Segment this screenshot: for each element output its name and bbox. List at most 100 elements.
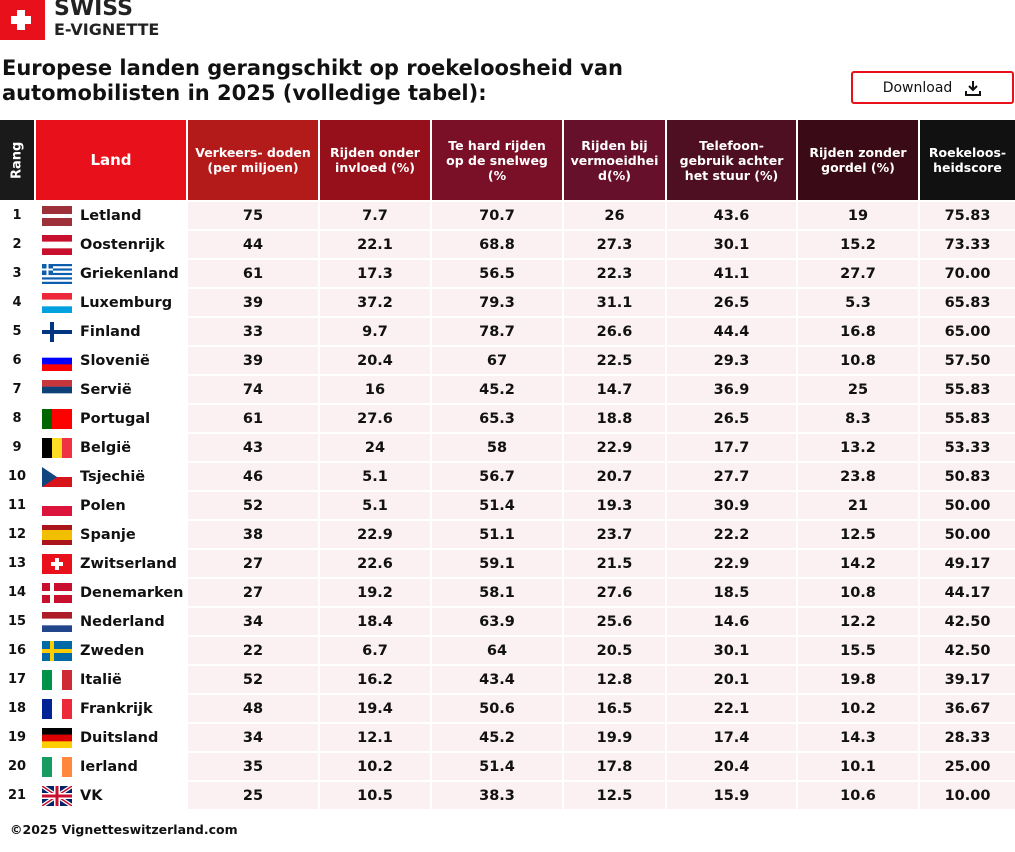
country-name: Spanje <box>80 526 136 543</box>
country-name: Denemarken <box>80 584 184 601</box>
value-cell: 63.9 <box>432 608 562 635</box>
value-cell: 70.00 <box>920 260 1015 287</box>
value-cell: 17.7 <box>667 434 796 461</box>
value-cell: 58 <box>432 434 562 461</box>
value-cell: 51.4 <box>432 492 562 519</box>
value-cell: 59.1 <box>432 550 562 577</box>
value-cell: 10.2 <box>798 695 918 722</box>
value-cell: 12.8 <box>564 666 665 693</box>
flag <box>42 640 72 661</box>
country-cell: Denemarken <box>36 579 186 606</box>
value-cell: 19.4 <box>320 695 430 722</box>
logo-text: E-VIGNETTE <box>54 20 160 39</box>
value-cell: 79.3 <box>432 289 562 316</box>
value-cell: 19.9 <box>564 724 665 751</box>
column-header: Rijden bij vermoeidheid(%) <box>564 120 665 200</box>
country-name: Duitsland <box>80 729 159 746</box>
value-cell: 10.1 <box>798 753 918 780</box>
value-cell: 22 <box>188 637 318 664</box>
value-cell: 14.2 <box>798 550 918 577</box>
footer: ©2025 Vignetteswitzerland.com <box>10 822 238 837</box>
value-cell: 10.6 <box>798 782 918 809</box>
download-icon <box>965 80 982 96</box>
country-name: Frankrijk <box>80 700 153 717</box>
country-name: Finland <box>80 323 141 340</box>
flag <box>42 205 72 226</box>
value-cell: 10.00 <box>920 782 1015 809</box>
value-cell: 22.5 <box>564 347 665 374</box>
value-cell: 27.7 <box>667 463 796 490</box>
value-cell: 10.2 <box>320 753 430 780</box>
value-cell: 22.1 <box>667 695 796 722</box>
value-cell: 75 <box>188 202 318 229</box>
value-cell: 6.7 <box>320 637 430 664</box>
value-cell: 57.50 <box>920 347 1015 374</box>
value-cell: 13.2 <box>798 434 918 461</box>
value-cell: 17.4 <box>667 724 796 751</box>
value-cell: 27 <box>188 550 318 577</box>
flag <box>42 582 72 603</box>
value-cell: 34 <box>188 724 318 751</box>
logo-text: SWISS <box>54 0 133 21</box>
column-header: Te hard rijden op de snelweg (% <box>432 120 562 200</box>
value-cell: 25.00 <box>920 753 1015 780</box>
value-cell: 39.17 <box>920 666 1015 693</box>
value-cell: 17.3 <box>320 260 430 287</box>
value-cell: 19.2 <box>320 579 430 606</box>
value-cell: 20.4 <box>320 347 430 374</box>
value-cell: 28.33 <box>920 724 1015 751</box>
value-cell: 22.9 <box>564 434 665 461</box>
country-cell: Portugal <box>36 405 186 432</box>
value-cell: 27.7 <box>798 260 918 287</box>
country-cell: Servië <box>36 376 186 403</box>
value-cell: 12.5 <box>564 782 665 809</box>
value-cell: 22.1 <box>320 231 430 258</box>
value-cell: 65.83 <box>920 289 1015 316</box>
value-cell: 12.5 <box>798 521 918 548</box>
value-cell: 43 <box>188 434 318 461</box>
country-cell: Zwitserland <box>36 550 186 577</box>
logo-cross <box>11 10 31 30</box>
value-cell: 27.6 <box>320 405 430 432</box>
value-cell: 14.6 <box>667 608 796 635</box>
value-cell: 23.7 <box>564 521 665 548</box>
value-cell: 23.8 <box>798 463 918 490</box>
value-cell: 22.2 <box>667 521 796 548</box>
value-cell: 48 <box>188 695 318 722</box>
value-cell: 41.1 <box>667 260 796 287</box>
flag <box>42 553 72 574</box>
country-name: Zwitserland <box>80 555 177 572</box>
flag <box>42 408 72 429</box>
flag <box>42 263 72 284</box>
value-cell: 25.6 <box>564 608 665 635</box>
flag <box>42 698 72 719</box>
value-cell: 21.5 <box>564 550 665 577</box>
value-cell: 50.00 <box>920 492 1015 519</box>
value-cell: 24 <box>320 434 430 461</box>
value-cell: 26.6 <box>564 318 665 345</box>
value-cell: 14.3 <box>798 724 918 751</box>
flag <box>42 785 72 806</box>
country-cell: België <box>36 434 186 461</box>
value-cell: 5.1 <box>320 492 430 519</box>
download-button[interactable]: Download <box>851 71 1014 104</box>
country-cell: Nederland <box>36 608 186 635</box>
value-cell: 50.6 <box>432 695 562 722</box>
rank-cell: 1 <box>0 202 34 229</box>
value-cell: 46 <box>188 463 318 490</box>
value-cell: 19 <box>798 202 918 229</box>
value-cell: 25 <box>798 376 918 403</box>
rank-cell: 13 <box>0 550 34 577</box>
value-cell: 34 <box>188 608 318 635</box>
country-name: VK <box>80 787 103 804</box>
value-cell: 21 <box>798 492 918 519</box>
country-cell: Griekenland <box>36 260 186 287</box>
value-cell: 49.17 <box>920 550 1015 577</box>
value-cell: 65.00 <box>920 318 1015 345</box>
value-cell: 44.4 <box>667 318 796 345</box>
value-cell: 16.5 <box>564 695 665 722</box>
value-cell: 9.7 <box>320 318 430 345</box>
country-cell: Oostenrijk <box>36 231 186 258</box>
value-cell: 27 <box>188 579 318 606</box>
